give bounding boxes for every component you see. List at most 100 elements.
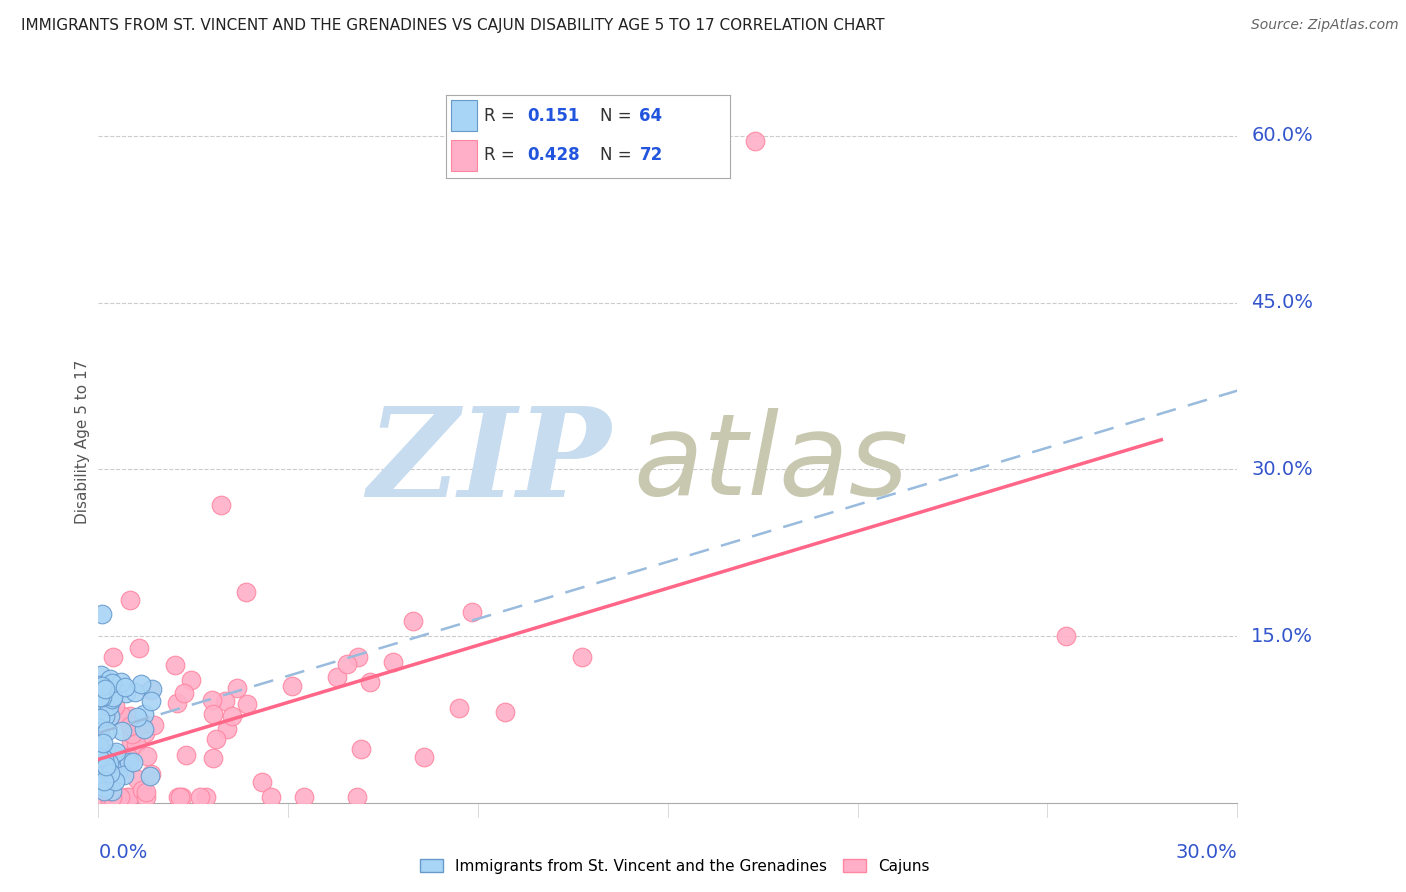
Point [101, 747, 124, 761]
Point [201, 707, 224, 722]
Point [121, 755, 143, 769]
Point [402, 615, 425, 629]
Point [115, 790, 138, 805]
Point [167, 790, 190, 805]
Point [96, 724, 118, 739]
Point [101, 649, 124, 664]
Point [209, 498, 232, 512]
Point [134, 707, 156, 722]
Point [169, 790, 191, 805]
Point [94, 709, 117, 723]
Point [90, 690, 112, 704]
Point [125, 772, 148, 787]
Point [201, 750, 224, 764]
Point [89, 711, 111, 725]
Point [104, 774, 127, 789]
Point [105, 762, 128, 776]
Point [180, 673, 202, 687]
Point [101, 687, 124, 701]
Point [236, 698, 259, 712]
Point [91, 607, 114, 621]
Point [260, 790, 283, 805]
Point [107, 765, 129, 780]
Point [93, 780, 115, 794]
Point [194, 790, 217, 805]
Point [93, 784, 115, 798]
Point [118, 790, 141, 805]
Point [163, 657, 186, 672]
Point [214, 694, 236, 708]
Point [91, 754, 114, 768]
Point [124, 737, 146, 751]
Text: Source: ZipAtlas.com: Source: ZipAtlas.com [1251, 18, 1399, 32]
Point [90, 728, 112, 742]
Point [93, 682, 115, 697]
Point [336, 657, 359, 671]
Point [124, 684, 146, 698]
Point [90, 745, 112, 759]
Point [128, 640, 150, 655]
Point [235, 585, 257, 599]
Point [91, 760, 114, 774]
Point [225, 681, 247, 696]
Point [174, 748, 197, 763]
Point [170, 790, 193, 805]
Point [104, 698, 127, 713]
Point [135, 784, 157, 798]
Point [121, 727, 143, 741]
Point [744, 135, 766, 149]
Point [461, 605, 484, 619]
Point [101, 675, 124, 690]
Text: 30.0%: 30.0% [1251, 460, 1313, 479]
Point [413, 750, 436, 764]
Point [90, 780, 112, 794]
Point [91, 790, 114, 805]
Point [97, 756, 120, 770]
Point [91, 743, 114, 757]
Point [129, 676, 152, 690]
Point [173, 686, 195, 700]
Point [111, 709, 134, 723]
Point [449, 701, 471, 715]
Point [111, 723, 134, 738]
Point [96, 746, 118, 760]
Point [494, 705, 516, 719]
Point [143, 718, 166, 732]
Point [98, 790, 121, 805]
Text: 30.0%: 30.0% [1175, 843, 1237, 862]
Point [112, 767, 135, 781]
Point [350, 742, 373, 756]
Point [381, 655, 404, 669]
Text: 45.0%: 45.0% [1251, 293, 1313, 312]
Point [139, 682, 162, 697]
Point [135, 790, 157, 805]
Point [98, 766, 121, 780]
Point [205, 731, 228, 746]
Point [131, 783, 153, 797]
Point [138, 769, 160, 783]
Point [571, 649, 593, 664]
Point [166, 696, 188, 710]
Point [217, 722, 239, 736]
Point [98, 784, 121, 798]
Legend: Immigrants from St. Vincent and the Grenadines, Cajuns: Immigrants from St. Vincent and the Gren… [415, 853, 935, 880]
Text: atlas: atlas [634, 408, 908, 519]
Text: 15.0%: 15.0% [1251, 626, 1313, 646]
Point [141, 694, 163, 708]
Point [118, 719, 141, 733]
Point [87, 703, 110, 717]
Point [105, 683, 128, 698]
Point [101, 790, 124, 805]
Point [292, 790, 315, 805]
Point [118, 708, 141, 723]
Point [93, 752, 115, 766]
Point [201, 692, 224, 706]
Point [110, 790, 132, 805]
Point [90, 749, 112, 764]
Point [93, 698, 115, 713]
Point [94, 681, 117, 696]
Point [87, 739, 110, 754]
Text: 60.0%: 60.0% [1251, 127, 1313, 145]
Point [98, 709, 121, 723]
Point [139, 767, 162, 781]
